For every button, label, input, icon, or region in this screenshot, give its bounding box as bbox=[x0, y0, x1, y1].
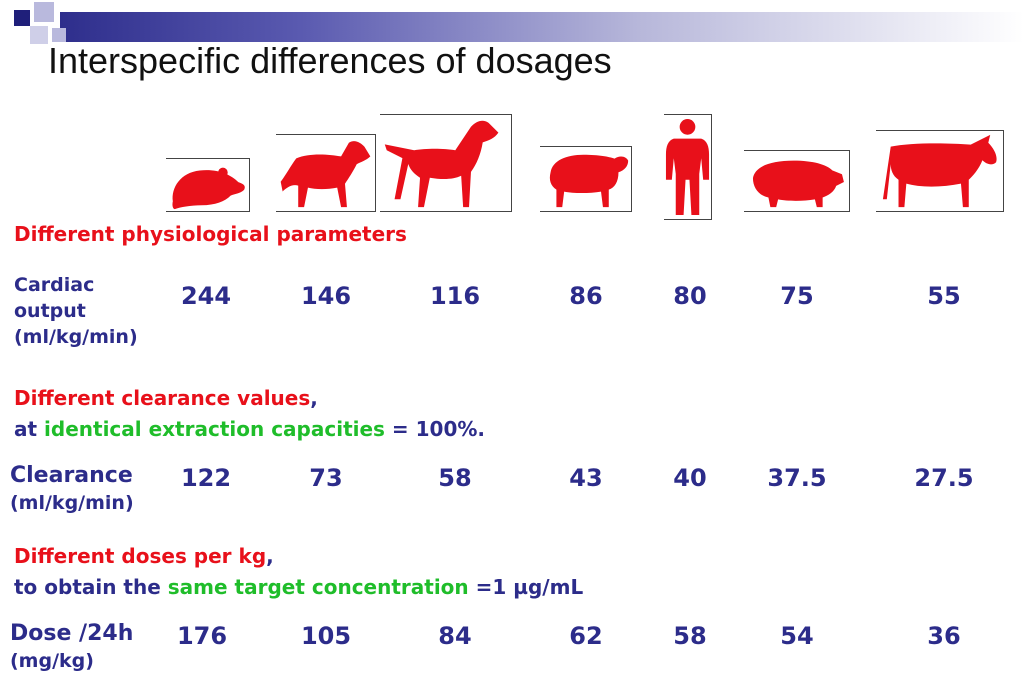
dose-value: 36 bbox=[927, 622, 961, 650]
cow-icon bbox=[876, 130, 1004, 212]
dose-label-line2: (mg/kg) bbox=[10, 650, 94, 672]
header-square-light bbox=[30, 26, 48, 44]
header-square-light bbox=[34, 2, 54, 22]
section-heading-doses: Different doses per kg, bbox=[14, 544, 274, 568]
heading-red-text: Different clearance values bbox=[14, 386, 311, 410]
clearance-value: 122 bbox=[180, 464, 232, 492]
clearance-value: 27.5 bbox=[914, 464, 974, 492]
cardiac-value: 75 bbox=[780, 282, 814, 310]
section-subheading-target: to obtain the same target concentration … bbox=[14, 575, 583, 599]
heading-comma: , bbox=[310, 386, 318, 410]
cardiac-value: 146 bbox=[300, 282, 352, 310]
dose-value: 62 bbox=[569, 622, 603, 650]
sub-prefix: at bbox=[14, 417, 45, 441]
cardiac-value: 116 bbox=[429, 282, 481, 310]
sub-suffix: =1 µg/mL bbox=[468, 575, 584, 599]
heading-red-text: Different doses per kg bbox=[14, 544, 267, 568]
dose-value: 84 bbox=[438, 622, 472, 650]
section-heading-physiological: Different physiological parameters bbox=[14, 222, 407, 246]
cardiac-value: 86 bbox=[569, 282, 603, 310]
cardiac-label-line3: (ml/kg/min) bbox=[14, 326, 138, 348]
sub-prefix: to obtain the bbox=[14, 575, 168, 599]
small-dog-icon bbox=[276, 134, 376, 212]
sheep-icon bbox=[540, 146, 632, 212]
clearance-label-line1: Clearance bbox=[10, 463, 133, 488]
heading-text: Different physiological parameters bbox=[14, 222, 407, 246]
clearance-label: Clearance (ml/kg/min) bbox=[10, 462, 134, 516]
large-dog-icon bbox=[380, 114, 512, 212]
cardiac-label-line2: output bbox=[14, 300, 86, 322]
cardiac-value: 55 bbox=[927, 282, 961, 310]
clearance-value: 43 bbox=[569, 464, 603, 492]
dose-label-line1: Dose /24h bbox=[10, 621, 134, 646]
dose-label: Dose /24h (mg/kg) bbox=[10, 620, 133, 674]
sub-green-text: identical extraction capacities bbox=[44, 417, 385, 441]
section-heading-clearance: Different clearance values, bbox=[14, 386, 318, 410]
clearance-value: 73 bbox=[309, 464, 343, 492]
dose-value: 105 bbox=[300, 622, 352, 650]
clearance-label-line2: (ml/kg/min) bbox=[10, 492, 134, 514]
section-subheading-extraction: at identical extraction capacities = 100… bbox=[14, 417, 485, 441]
clearance-value: 58 bbox=[438, 464, 472, 492]
pig-icon bbox=[744, 150, 850, 212]
cardiac-value: 244 bbox=[180, 282, 232, 310]
dose-value: 58 bbox=[673, 622, 707, 650]
heading-comma: , bbox=[266, 544, 274, 568]
header-gradient-bar bbox=[60, 12, 1024, 42]
sub-green-text: same target concentration bbox=[167, 575, 469, 599]
clearance-value: 37.5 bbox=[767, 464, 827, 492]
header-square-dark bbox=[14, 10, 30, 26]
cardiac-output-label: Cardiac output (ml/kg/min) bbox=[14, 272, 138, 350]
page-title: Interspecific differences of dosages bbox=[48, 40, 612, 81]
cardiac-label-line1: Cardiac bbox=[14, 274, 95, 296]
header-square-light bbox=[52, 28, 66, 42]
rat-icon bbox=[166, 158, 250, 212]
clearance-value: 40 bbox=[673, 464, 707, 492]
cardiac-value: 80 bbox=[673, 282, 707, 310]
dose-value: 176 bbox=[176, 622, 228, 650]
human-icon bbox=[664, 114, 712, 220]
dose-value: 54 bbox=[780, 622, 814, 650]
sub-suffix: = 100%. bbox=[384, 417, 486, 441]
